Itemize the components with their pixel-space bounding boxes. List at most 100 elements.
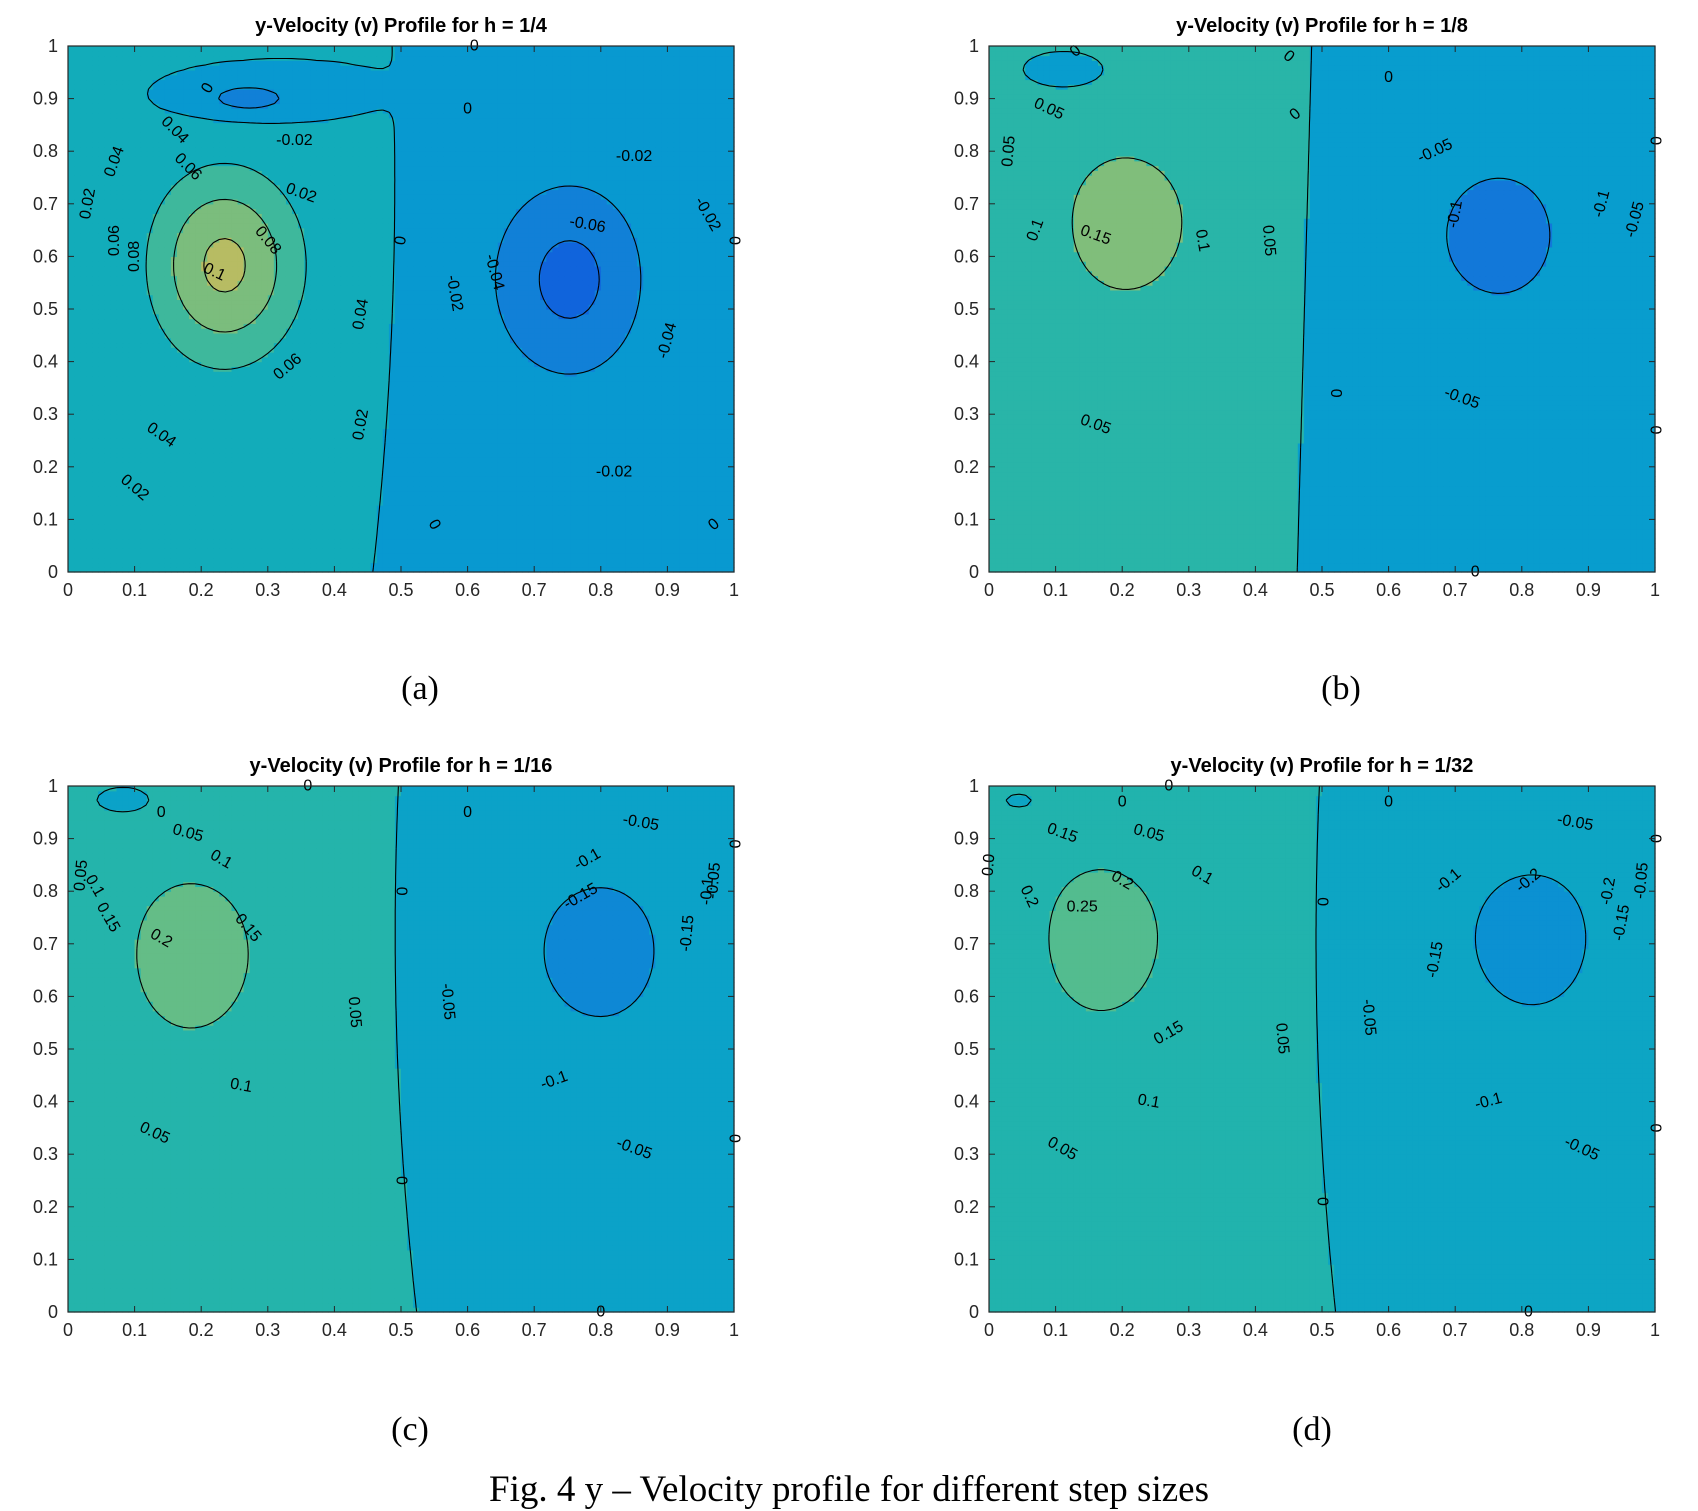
x-tick-label: 0.5: [388, 580, 413, 600]
x-tick-label: 0.2: [189, 580, 214, 600]
y-tick-label: 0.5: [954, 1039, 979, 1059]
y-tick-label: 0.6: [33, 246, 58, 266]
y-tick-label: 0.8: [954, 881, 979, 901]
contour-label: -0.02: [596, 464, 633, 481]
contour-fill: [68, 786, 735, 1313]
contour-label: 0: [1314, 897, 1331, 906]
x-tick-label: 0.6: [1376, 1320, 1401, 1340]
contour-label: 0.06: [106, 225, 123, 256]
y-tick-label: 0.5: [33, 299, 58, 319]
y-tick-label: 1: [48, 776, 58, 796]
y-tick-label: 1: [969, 36, 979, 56]
x-tick-label: 0.4: [1243, 1320, 1268, 1340]
y-tick-label: 0.2: [954, 457, 979, 477]
x-tick-label: 0.3: [255, 580, 280, 600]
x-tick-label: 0.7: [1443, 580, 1468, 600]
y-tick-label: 0.9: [33, 89, 58, 109]
y-tick-label: 0.9: [33, 829, 58, 849]
contour-label: -0.05: [1359, 998, 1379, 1036]
y-tick-label: 0.9: [954, 89, 979, 109]
x-tick-label: 0.5: [388, 1320, 413, 1340]
contour-label: 0: [393, 887, 410, 896]
x-tick-label: 0.5: [1309, 1320, 1334, 1340]
x-tick-label: 0.9: [655, 580, 680, 600]
contour-label: 0: [1118, 793, 1127, 810]
contour-label: 0: [157, 804, 166, 821]
y-tick-label: 0.2: [954, 1197, 979, 1217]
contour-label: 0: [1314, 1197, 1331, 1206]
y-tick-label: 0.6: [33, 986, 58, 1006]
x-tick-label: 0.8: [588, 1320, 613, 1340]
chart-title: y-Velocity (v) Profile for h = 1/16: [250, 755, 553, 777]
y-tick-label: 0.4: [954, 1092, 979, 1112]
panel-label-b: (b): [1241, 670, 1441, 708]
panel-label-c: (c): [310, 1411, 510, 1449]
y-tick-label: 0.7: [33, 934, 58, 954]
y-tick-label: 0.8: [33, 881, 58, 901]
x-tick-label: 0.9: [1576, 1320, 1601, 1340]
y-tick-label: 0.7: [33, 194, 58, 214]
x-tick-label: 0.3: [1176, 1320, 1201, 1340]
x-tick-label: 0.1: [122, 1320, 147, 1340]
y-tick-label: 0.4: [954, 352, 979, 372]
y-tick-label: 0.6: [954, 986, 979, 1006]
y-tick-label: 0.1: [33, 1249, 58, 1269]
contour-label: 0.05: [1272, 1022, 1292, 1055]
contour-label: 0.05: [1259, 224, 1279, 257]
contour-label: -0.02: [276, 132, 313, 149]
x-tick-label: 0.8: [588, 580, 613, 600]
contour-label: 0: [463, 804, 472, 821]
y-tick-label: 0.3: [33, 404, 58, 424]
chart-title: y-Velocity (v) Profile for h = 1/32: [1171, 755, 1474, 777]
y-tick-label: 0.6: [954, 246, 979, 266]
contour-fill: [989, 46, 1656, 573]
x-tick-label: 0: [984, 1320, 994, 1340]
y-tick-label: 0.3: [33, 1144, 58, 1164]
y-tick-label: 0.8: [954, 141, 979, 161]
y-tick-label: 0.8: [33, 141, 58, 161]
y-tick-label: 0: [48, 562, 58, 582]
contour-label: 0.05: [71, 859, 91, 892]
x-tick-label: 1: [1650, 580, 1660, 600]
x-tick-label: 0.3: [255, 1320, 280, 1340]
x-tick-label: 0.2: [1110, 1320, 1135, 1340]
contour-label: -0.05: [1632, 862, 1652, 900]
chart-title: y-Velocity (v) Profile for h = 1/8: [1176, 15, 1468, 37]
contour-chart-4: 0.250.20.20.150.150.10.10.050.050.050.00…: [954, 755, 1664, 1340]
x-tick-label: 1: [729, 580, 739, 600]
x-tick-label: 1: [1650, 1320, 1660, 1340]
contour-label: 0.08: [126, 241, 143, 272]
x-tick-label: 0.6: [455, 580, 480, 600]
y-tick-label: 0: [969, 1302, 979, 1322]
panel-label-a: (a): [320, 670, 520, 708]
contour-label: 0: [1384, 793, 1393, 810]
y-tick-label: 0.3: [954, 404, 979, 424]
contour-fill: [989, 786, 1656, 1313]
contour-label: -0.1: [698, 877, 717, 906]
y-tick-label: 0.3: [954, 1144, 979, 1164]
contour-chart-1: 0.10.080.080.060.060.060.040.040.040.040…: [33, 15, 743, 600]
x-tick-label: 0.5: [1309, 580, 1334, 600]
x-tick-label: 0.1: [122, 580, 147, 600]
x-tick-label: 0.9: [1576, 580, 1601, 600]
y-tick-label: 1: [969, 776, 979, 796]
x-tick-label: 0.7: [522, 580, 547, 600]
x-tick-label: 0.8: [1509, 1320, 1534, 1340]
panel-label-d: (d): [1212, 1411, 1412, 1449]
y-tick-label: 0.5: [954, 299, 979, 319]
x-tick-label: 0.8: [1509, 580, 1534, 600]
y-tick-label: 0.7: [954, 194, 979, 214]
x-tick-label: 0.9: [655, 1320, 680, 1340]
y-tick-label: 0.7: [954, 934, 979, 954]
y-tick-label: 1: [48, 36, 58, 56]
x-tick-label: 1: [729, 1320, 739, 1340]
y-tick-label: 0.2: [33, 1197, 58, 1217]
contour-label: 0: [1327, 389, 1344, 398]
x-tick-label: 0.7: [1443, 1320, 1468, 1340]
contour-label: -0.05: [438, 983, 458, 1021]
contour-label: 0.05: [999, 135, 1019, 168]
y-tick-label: 0.1: [33, 509, 58, 529]
x-tick-label: 0.2: [189, 1320, 214, 1340]
